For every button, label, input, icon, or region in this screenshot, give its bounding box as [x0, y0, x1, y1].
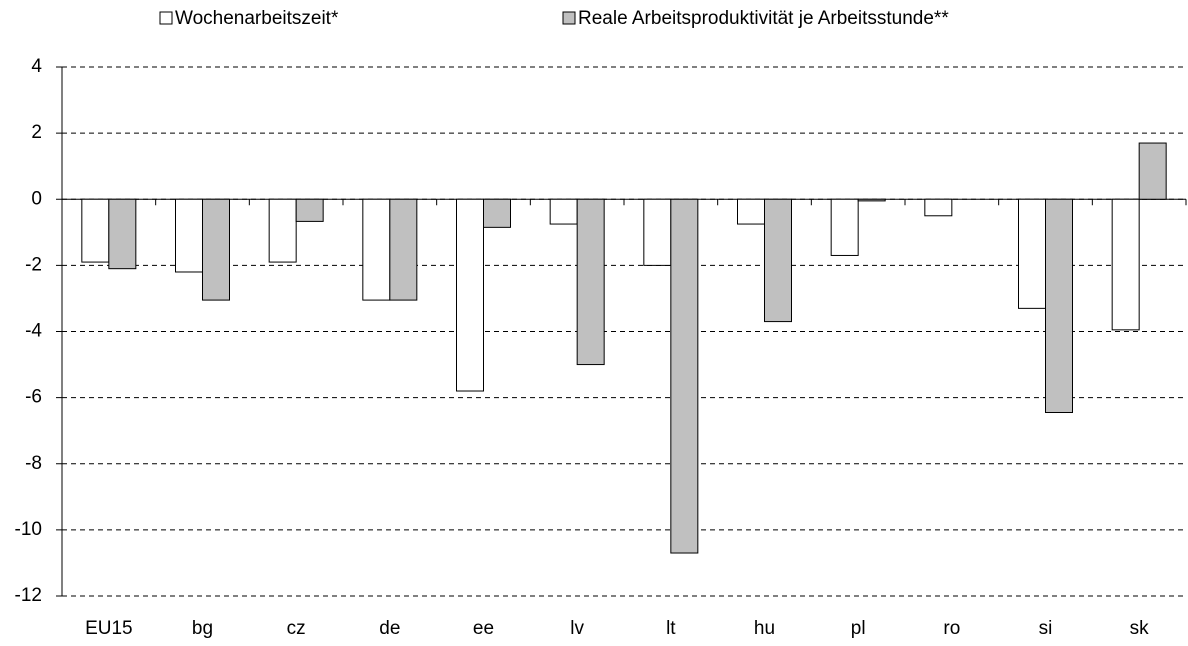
x-tick-label: ee: [473, 618, 494, 639]
bar: [175, 198, 203, 273]
legend-label: Reale Arbeitsproduktivität je Arbeitsstu…: [578, 8, 949, 29]
y-tick-label: -12: [15, 585, 42, 606]
bar: [549, 198, 578, 225]
legend-label: Wochenarbeitszeit*: [175, 8, 339, 29]
x-tick-label: si: [1039, 618, 1053, 639]
x-tick-label: EU15: [85, 618, 133, 639]
bar: [1138, 142, 1167, 200]
bar: [389, 198, 418, 301]
x-tick-label: de: [379, 618, 400, 639]
y-tick-label: 0: [31, 188, 42, 209]
y-tick-label: 2: [31, 122, 42, 143]
bar: [268, 198, 297, 263]
y-tick-label: -4: [25, 321, 42, 342]
x-tick-label: sk: [1130, 618, 1150, 639]
bar: [202, 198, 230, 301]
x-tick-label: pl: [851, 618, 866, 639]
bar: [456, 198, 484, 392]
bar: [737, 198, 765, 225]
bar: [483, 198, 511, 228]
bar: [1045, 198, 1073, 414]
legend-swatch: [159, 11, 173, 25]
bar: [924, 198, 953, 217]
bar: [643, 198, 672, 266]
y-tick-label: -2: [25, 254, 42, 275]
bar: [108, 198, 137, 270]
y-tick-label: -10: [15, 519, 42, 540]
bar: [830, 198, 859, 256]
legend-swatch: [562, 11, 576, 25]
x-tick-label: hu: [754, 618, 775, 639]
y-tick-label: -8: [25, 453, 42, 474]
bar: [362, 198, 391, 301]
x-tick-label: lv: [570, 618, 584, 639]
bar: [295, 198, 324, 222]
bar: [857, 198, 886, 202]
bar: [576, 198, 605, 366]
x-tick-label: bg: [192, 618, 213, 639]
x-tick-label: lt: [666, 618, 676, 639]
bar: [1018, 198, 1046, 309]
bar: [1111, 198, 1140, 331]
bar: [670, 198, 699, 554]
bar: [81, 198, 110, 263]
x-tick-label: cz: [287, 618, 306, 639]
x-tick-label: ro: [943, 618, 960, 639]
y-tick-label: 4: [31, 56, 42, 77]
bar: [764, 198, 792, 323]
y-tick-label: -6: [25, 387, 42, 408]
